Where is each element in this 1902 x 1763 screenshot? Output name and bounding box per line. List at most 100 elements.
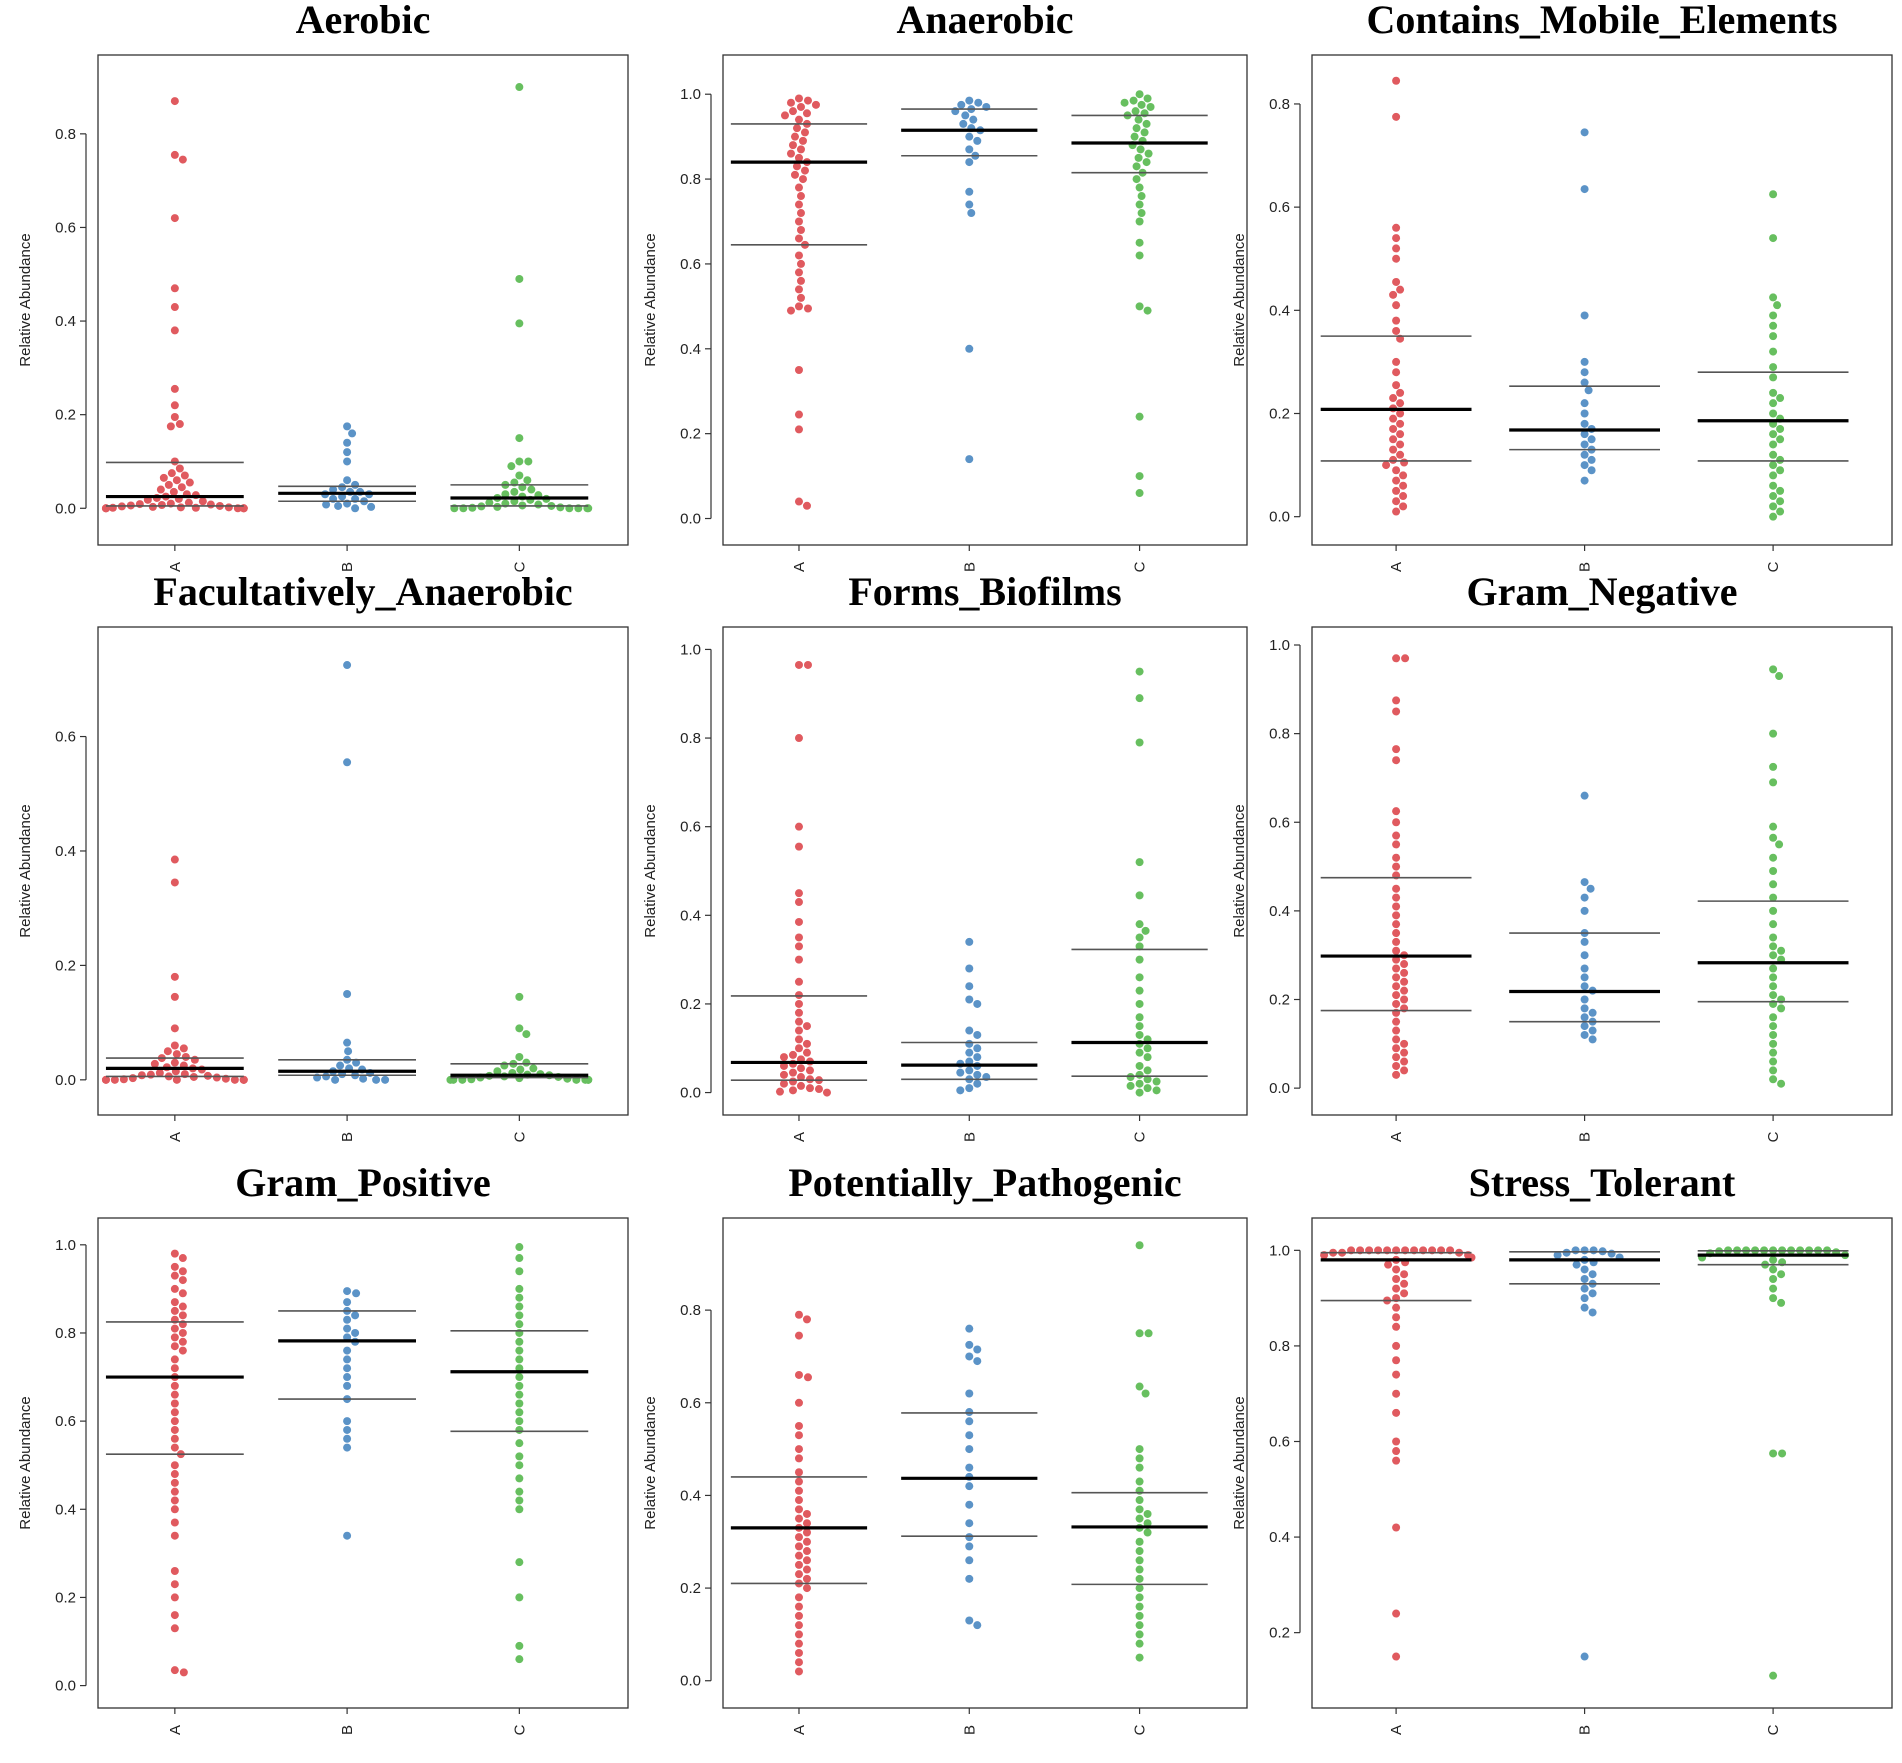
data-point-a	[1392, 357, 1401, 366]
data-point-c	[1135, 1584, 1144, 1593]
data-point-c	[515, 1267, 524, 1276]
data-point-a	[170, 1624, 179, 1633]
data-point-c	[1143, 1528, 1152, 1537]
data-point-a	[794, 302, 803, 311]
data-point-b	[1580, 1246, 1589, 1255]
data-point-a	[1392, 1389, 1401, 1398]
data-point-b	[973, 136, 982, 145]
data-point-c	[1778, 1449, 1787, 1458]
data-point-c	[1769, 512, 1778, 521]
data-point-a	[794, 1560, 803, 1569]
y-tick-label: 0.0	[1269, 1080, 1290, 1097]
data-point-b	[1607, 1249, 1616, 1258]
data-point-c	[1135, 955, 1144, 964]
data-point-b	[1580, 878, 1589, 887]
data-point-c	[1141, 926, 1150, 935]
data-point-a	[170, 1593, 179, 1602]
data-point-a	[1392, 316, 1401, 325]
data-point-b	[965, 1431, 974, 1440]
data-point-c	[515, 1474, 524, 1483]
data-point-c	[1135, 251, 1144, 260]
data-point-c	[1769, 920, 1778, 929]
chart-title: Gram_Negative	[1466, 569, 1737, 614]
chart-title: Anaerobic	[896, 0, 1073, 42]
data-point-b	[973, 1030, 982, 1039]
data-point-b	[1580, 1013, 1589, 1022]
data-point-c	[1769, 347, 1778, 356]
data-point-a	[166, 422, 175, 431]
data-point-c	[515, 1254, 524, 1263]
data-point-a	[790, 132, 799, 141]
data-point-a	[170, 1324, 179, 1333]
data-point-c	[1143, 306, 1152, 315]
data-point-a	[790, 170, 799, 179]
data-point-a	[178, 1302, 187, 1311]
data-point-c	[522, 1058, 531, 1067]
data-point-c	[1769, 973, 1778, 982]
data-point-a	[170, 1518, 179, 1527]
data-point-c	[1143, 94, 1152, 103]
data-point-c	[485, 498, 494, 507]
panel-gram-negative: Gram_Negative Relative Abundance 0.0 0.2 0.4…	[1217, 569, 1902, 1170]
data-point-a	[802, 109, 811, 118]
data-point-a	[1392, 946, 1401, 955]
data-point-a	[170, 1496, 179, 1505]
data-point-a	[1396, 450, 1405, 459]
data-point-c	[1142, 119, 1151, 128]
data-point-a	[794, 115, 803, 124]
data-point-c	[1769, 1449, 1778, 1458]
y-tick-label: 0.8	[55, 126, 76, 143]
data-point-b	[1580, 1652, 1589, 1661]
data-point-a	[170, 1611, 179, 1620]
data-point-c	[1769, 778, 1778, 787]
data-point-a	[198, 497, 207, 506]
y-tick-label: 0.4	[1269, 1529, 1290, 1546]
data-point-a	[1399, 471, 1408, 480]
data-point-c	[1135, 999, 1144, 1008]
data-point-a	[170, 1505, 179, 1514]
data-point-a	[170, 1478, 179, 1487]
data-point-b	[1588, 1270, 1597, 1279]
y-tick-label: 0.2	[55, 407, 76, 424]
data-point-b	[329, 485, 338, 494]
data-point-a	[172, 476, 181, 485]
x-tick-label: B	[1577, 1725, 1594, 1735]
data-point-a	[794, 1421, 803, 1430]
data-point-a	[167, 469, 176, 478]
data-point-c	[1143, 1066, 1152, 1075]
data-point-a	[1392, 1437, 1401, 1446]
y-tick-label: 0.4	[680, 1487, 701, 1504]
y-tick-label: 1.0	[55, 1237, 76, 1254]
y-tick-label: 1.0	[1269, 637, 1290, 654]
data-point-a	[178, 1346, 187, 1355]
data-point-c	[1769, 964, 1778, 973]
data-point-c	[1769, 762, 1778, 771]
data-point-c	[1143, 1509, 1152, 1518]
data-point-a	[786, 149, 795, 158]
data-point-c	[1769, 1284, 1778, 1293]
data-point-c	[1135, 1079, 1144, 1088]
y-tick-label: 0.2	[1269, 406, 1290, 423]
data-point-a	[170, 1058, 179, 1067]
data-point-a	[794, 1514, 803, 1523]
data-point-b	[1589, 1246, 1598, 1255]
data-point-a	[794, 734, 803, 743]
data-point-a	[803, 96, 812, 105]
data-point-a	[1400, 1066, 1409, 1075]
data-point-a	[178, 1328, 187, 1337]
data-point-c	[1144, 1329, 1153, 1338]
data-point-a	[180, 471, 189, 480]
data-point-c	[1769, 1048, 1778, 1057]
data-point-a	[794, 285, 803, 294]
data-point-c	[1135, 1639, 1144, 1648]
data-point-c	[515, 1425, 524, 1434]
x-tick-label: A	[791, 1725, 808, 1735]
data-point-a	[170, 401, 179, 410]
data-point-c	[1769, 893, 1778, 902]
data-point-c	[515, 1558, 524, 1567]
data-point-c	[1135, 1593, 1144, 1602]
data-point-c	[1135, 973, 1144, 982]
panel-forms-biofilms: Forms_Biofilms Relative Abundance 0.0 0.2 0.…	[628, 569, 1262, 1170]
data-point-a	[794, 1331, 803, 1340]
data-point-a	[191, 503, 200, 512]
